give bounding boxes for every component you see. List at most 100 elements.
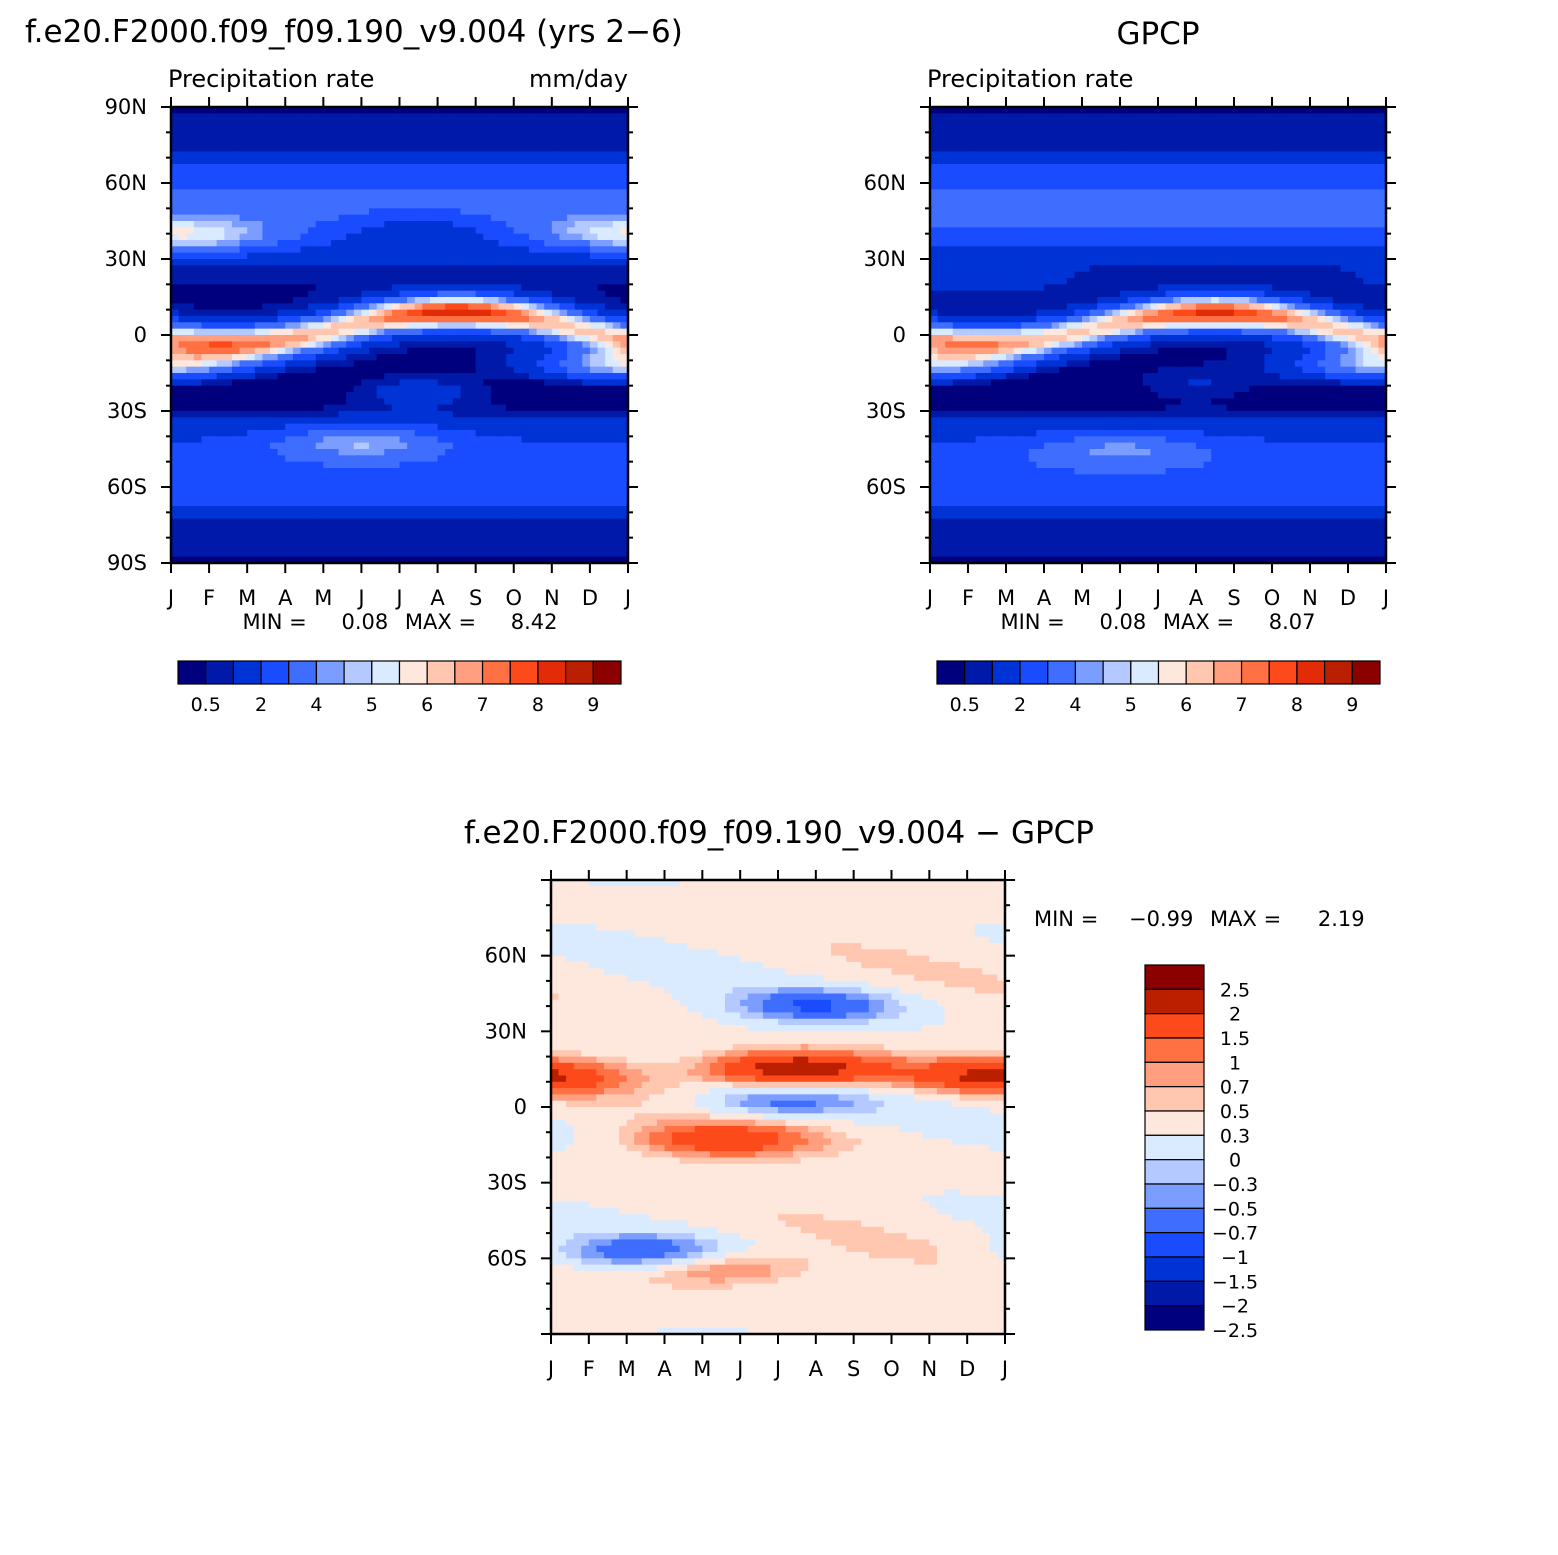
contour-cell <box>285 512 294 520</box>
contour-cell <box>574 113 583 121</box>
contour-cell <box>528 183 538 190</box>
contour-cell <box>209 303 218 311</box>
contour-cell <box>483 518 492 526</box>
contour-cell <box>589 474 599 482</box>
contour-cell <box>1378 107 1387 114</box>
contour-cell <box>445 151 454 159</box>
contour-cell <box>567 328 576 336</box>
contour-cell <box>353 259 363 266</box>
contour-cell <box>582 119 591 127</box>
contour-cell <box>308 468 317 475</box>
contour-cell <box>201 303 210 311</box>
contour-cell <box>330 316 340 323</box>
contour-cell <box>346 480 355 488</box>
contour-cell <box>178 398 187 406</box>
contour-cell <box>567 221 576 228</box>
contour-cell <box>1082 107 1091 114</box>
colorbar-box <box>232 660 262 685</box>
contour-cell <box>186 379 195 387</box>
contour-cell <box>1006 132 1015 140</box>
contour-cell <box>201 278 210 285</box>
contour-cell <box>171 170 180 178</box>
contour-cell <box>498 455 507 463</box>
contour-cell <box>422 119 431 127</box>
contour-cell <box>513 176 522 184</box>
contour-cell <box>574 316 583 323</box>
contour-cell <box>399 506 408 513</box>
contour-cell <box>239 303 248 311</box>
contour-cell <box>612 512 621 520</box>
contour-cell <box>414 195 423 203</box>
contour-cell <box>468 354 477 361</box>
contour-cell <box>308 385 317 393</box>
contour-cell <box>490 430 500 437</box>
contour-cell <box>323 404 332 412</box>
contour-cell <box>270 259 279 266</box>
contour-cell <box>330 493 340 501</box>
contour-cell <box>1097 126 1106 133</box>
contour-cell <box>399 271 408 279</box>
contour-cell <box>536 480 545 488</box>
contour-cell <box>209 164 218 171</box>
contour-cell <box>468 189 477 197</box>
contour-cell <box>429 303 439 311</box>
contour-cell <box>429 335 439 342</box>
contour-cell <box>186 132 195 140</box>
contour-cell <box>1142 107 1151 114</box>
contour-cell <box>468 417 477 425</box>
contour-cell <box>216 556 225 564</box>
contour-cell <box>1006 138 1015 146</box>
contour-cell <box>323 493 332 501</box>
contour-cell <box>338 404 347 412</box>
contour-cell <box>544 284 553 292</box>
contour-cell <box>239 347 248 355</box>
contour-cell <box>937 107 946 114</box>
contour-cell <box>346 366 355 374</box>
contour-cell <box>968 107 977 114</box>
contour-cell <box>490 259 500 266</box>
contour-cell <box>399 195 408 203</box>
contour-cell <box>414 499 423 507</box>
contour-cell <box>285 499 294 507</box>
contour-cell <box>270 290 279 298</box>
contour-cell <box>277 246 286 254</box>
contour-cell <box>369 246 378 254</box>
contour-cell <box>323 284 332 292</box>
contour-cell <box>506 385 515 393</box>
contour-cell <box>528 525 538 532</box>
contour-cell <box>277 271 286 279</box>
contour-cell <box>399 373 408 380</box>
contour-cell <box>536 385 545 393</box>
contour-cell <box>975 138 984 146</box>
contour-cell <box>952 164 961 171</box>
contour-cell <box>376 113 385 121</box>
contour-cell <box>468 303 477 311</box>
contour-cell <box>445 246 454 254</box>
contour-cell <box>551 525 561 532</box>
contour-cell <box>475 151 484 159</box>
contour-cell <box>521 297 530 304</box>
contour-cell <box>1013 132 1022 140</box>
contour-cell <box>567 468 576 475</box>
contour-cell <box>369 176 378 184</box>
contour-cell <box>437 183 446 190</box>
contour-cell <box>277 252 286 260</box>
contour-cell <box>605 309 614 317</box>
contour-cell <box>1241 119 1250 127</box>
contour-cell <box>171 449 180 456</box>
contour-cell <box>346 373 355 380</box>
contour-cell <box>589 290 599 298</box>
contour-cell <box>338 537 347 545</box>
contour-cell <box>414 246 423 254</box>
contour-cell <box>468 455 477 463</box>
contour-cell <box>376 240 385 247</box>
contour-cell <box>567 151 576 159</box>
contour-cell <box>384 537 393 545</box>
contour-cell <box>384 461 393 469</box>
contour-cell <box>224 556 233 564</box>
contour-cell <box>1082 126 1091 133</box>
contour-cell <box>513 354 522 361</box>
contour-cell <box>1120 126 1129 133</box>
contour-cell <box>361 468 370 475</box>
contour-cell <box>209 398 218 406</box>
